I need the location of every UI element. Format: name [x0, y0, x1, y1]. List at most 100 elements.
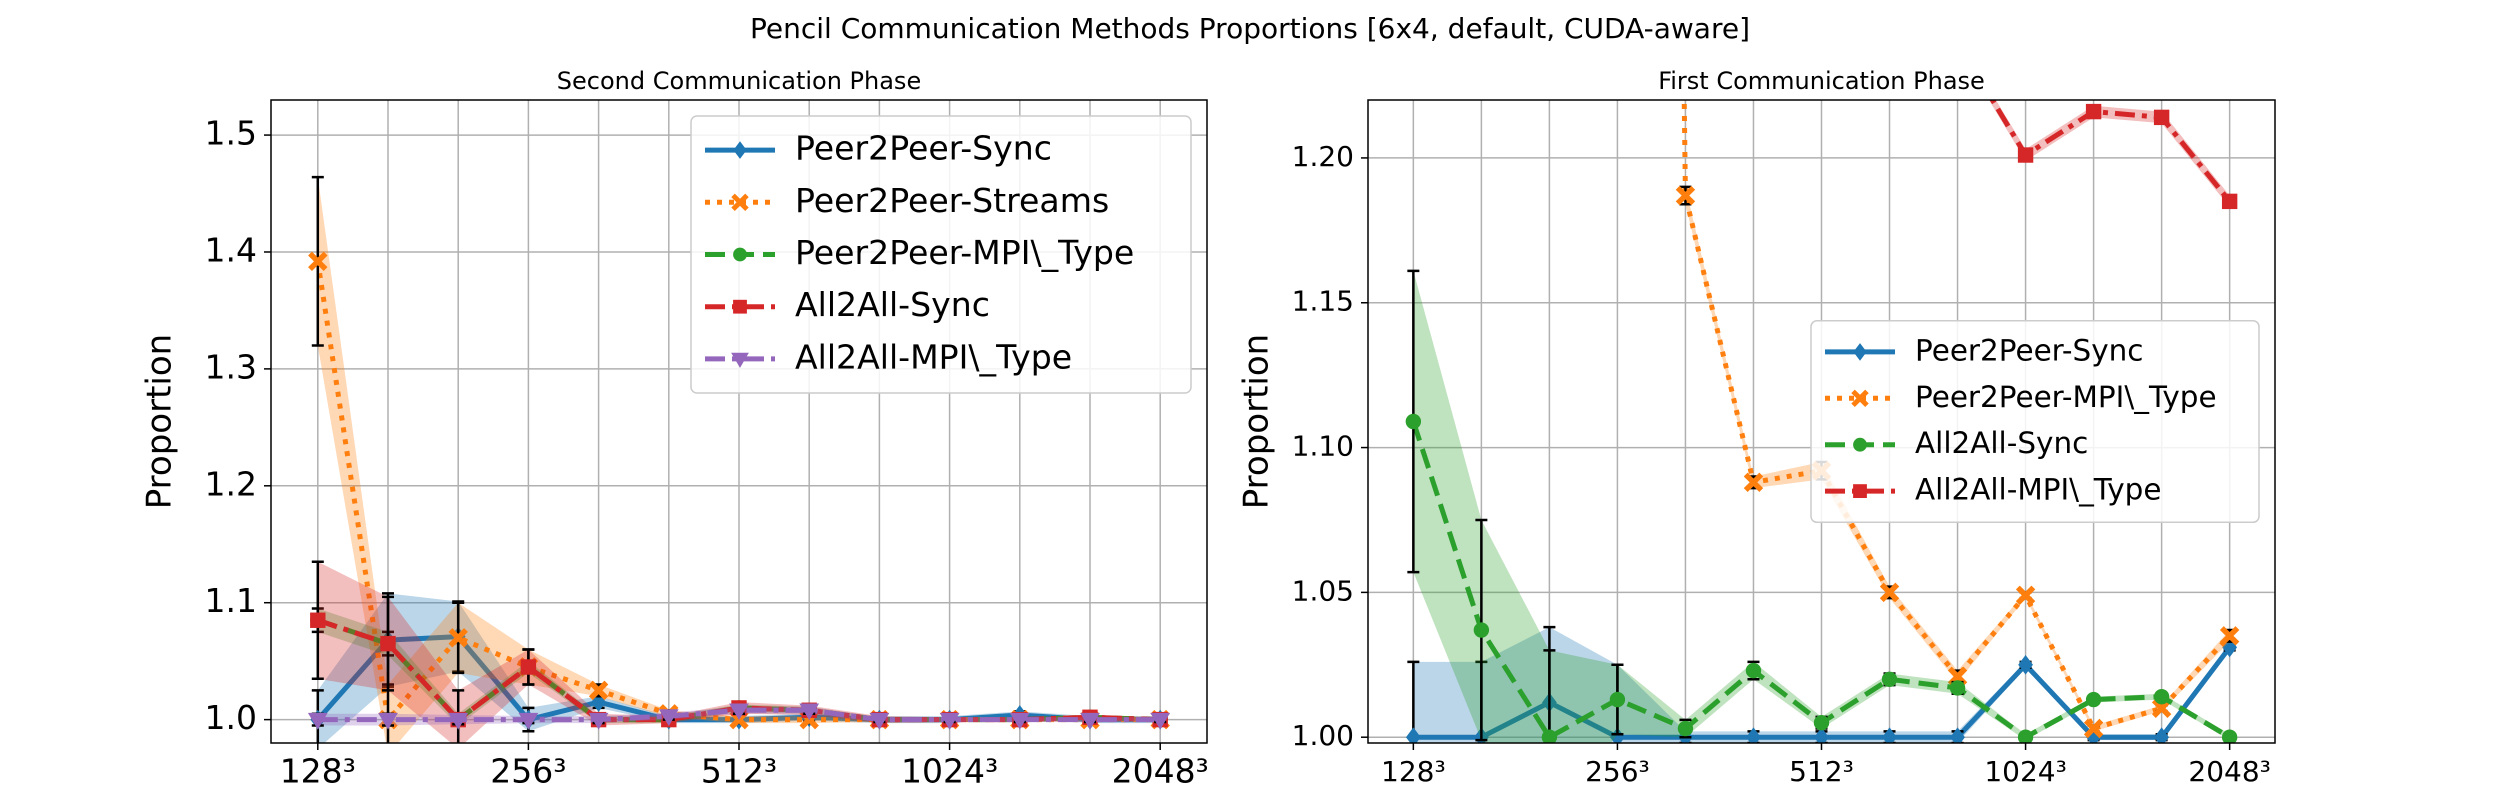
x-tick-label: 256³ — [490, 752, 566, 791]
x-tick-label: 2048³ — [2188, 755, 2270, 788]
data-point — [2017, 729, 2034, 743]
legend-box — [1810, 319, 2260, 524]
legend-marker — [1853, 437, 1867, 452]
data-point — [658, 709, 679, 727]
y-tick-label: 1.2 — [205, 464, 257, 503]
data-point — [2154, 727, 2170, 743]
x-tick-label: 128³ — [280, 752, 356, 791]
data-point — [1947, 666, 1968, 687]
data-point — [2153, 109, 2170, 126]
data-point — [1950, 727, 1965, 743]
legend-marker — [1853, 484, 1867, 499]
data-point — [1879, 582, 1900, 603]
legend-label: Peer2Peer-Sync — [795, 129, 1052, 168]
data-point — [310, 612, 326, 628]
y-tick-label: 1.4 — [205, 230, 257, 269]
y-tick-label: 1.0 — [205, 698, 257, 737]
x-tick-label: 1024³ — [901, 752, 998, 791]
error-band — [1988, 100, 2230, 208]
legend-label: Peer2Peer-Streams — [795, 181, 1109, 220]
data-point — [1881, 671, 1898, 687]
data-point — [1473, 622, 1490, 638]
data-point — [1080, 712, 1100, 730]
data-point — [1405, 727, 1421, 743]
data-point — [1746, 727, 1761, 743]
data-point — [1745, 662, 1762, 679]
data-point — [2219, 626, 2240, 646]
data-point — [378, 712, 398, 730]
x-tick-label: 512³ — [1789, 755, 1854, 788]
legend-label: Peer2Peer-Sync — [1915, 333, 2143, 367]
legend-marker — [733, 299, 747, 314]
legend-marker — [1853, 343, 1867, 361]
data-point — [1814, 727, 1829, 743]
data-point — [2083, 718, 2104, 739]
plot-area — [307, 175, 1171, 743]
data-point — [1882, 727, 1897, 743]
data-point — [2221, 729, 2238, 743]
data-point — [1949, 680, 1966, 696]
x-tick-label: 128³ — [1381, 755, 1446, 788]
data-point — [448, 628, 468, 648]
y-tick-label: 1.1 — [205, 581, 257, 620]
data-point — [799, 703, 820, 721]
data-point — [1675, 185, 1696, 206]
series-line — [1681, 100, 2232, 732]
data-point — [1541, 729, 1558, 743]
y-tick-label: 1.00 — [1292, 719, 1354, 752]
x-tick-label: 2048³ — [1112, 752, 1209, 791]
legend-label: All2All-MPI\_Type — [795, 337, 1072, 376]
legend-label: All2All-MPI\_Type — [1915, 473, 2161, 507]
error-band — [1413, 270, 2230, 743]
legend-marker — [731, 352, 749, 368]
data-point — [939, 712, 960, 730]
data-point — [2153, 688, 2170, 705]
legend-marker — [1851, 389, 1869, 408]
data-point — [2015, 585, 2036, 605]
y-tick-label: 1.05 — [1292, 574, 1354, 607]
data-point — [1813, 715, 1830, 731]
data-point — [2221, 193, 2238, 210]
data-point — [2018, 654, 2033, 675]
data-point — [588, 680, 609, 701]
figure-title: Pencil Communication Methods Proportions… — [750, 12, 1750, 45]
data-point — [1743, 472, 1764, 493]
data-point — [729, 703, 749, 721]
axes-frame — [1367, 99, 2276, 744]
y-axis-label: Proportion — [140, 334, 180, 509]
y-tick-label: 1.3 — [205, 347, 257, 386]
data-point — [2017, 147, 2034, 163]
data-point — [2085, 103, 2102, 120]
legend-label: Peer2Peer-MPI\_Type — [795, 233, 1134, 272]
legend-marker — [733, 141, 747, 159]
data-point — [2085, 691, 2102, 708]
y-tick-label: 1.10 — [1292, 430, 1354, 463]
y-tick-label: 1.20 — [1292, 140, 1354, 173]
legend-marker — [731, 193, 749, 212]
data-point — [869, 712, 890, 730]
data-point — [1677, 720, 1694, 737]
axes-title: Second Communication Phase — [557, 67, 921, 95]
data-point — [1609, 691, 1626, 708]
data-point — [308, 251, 328, 272]
data-point — [518, 712, 539, 730]
x-tick-label: 1024³ — [1984, 755, 2066, 788]
y-tick-label: 1.5 — [205, 114, 257, 153]
x-tick-label: 256³ — [1585, 755, 1650, 788]
plot-area — [1405, 100, 2240, 743]
data-point — [307, 712, 328, 730]
axes-frame — [270, 99, 1208, 744]
data-point — [1150, 712, 1171, 730]
data-point — [588, 712, 609, 730]
y-axis-label: Proportion — [1237, 334, 1277, 509]
y-tick-label: 1.15 — [1292, 285, 1354, 318]
legend-marker — [733, 247, 747, 262]
data-point — [1009, 712, 1030, 730]
legend-label: All2All-Sync — [1915, 426, 2088, 460]
data-point — [448, 712, 469, 730]
data-point — [380, 635, 396, 652]
legend-label: Peer2Peer-MPI\_Type — [1915, 380, 2217, 414]
legend-box — [690, 115, 1192, 394]
data-point — [1405, 413, 1422, 430]
